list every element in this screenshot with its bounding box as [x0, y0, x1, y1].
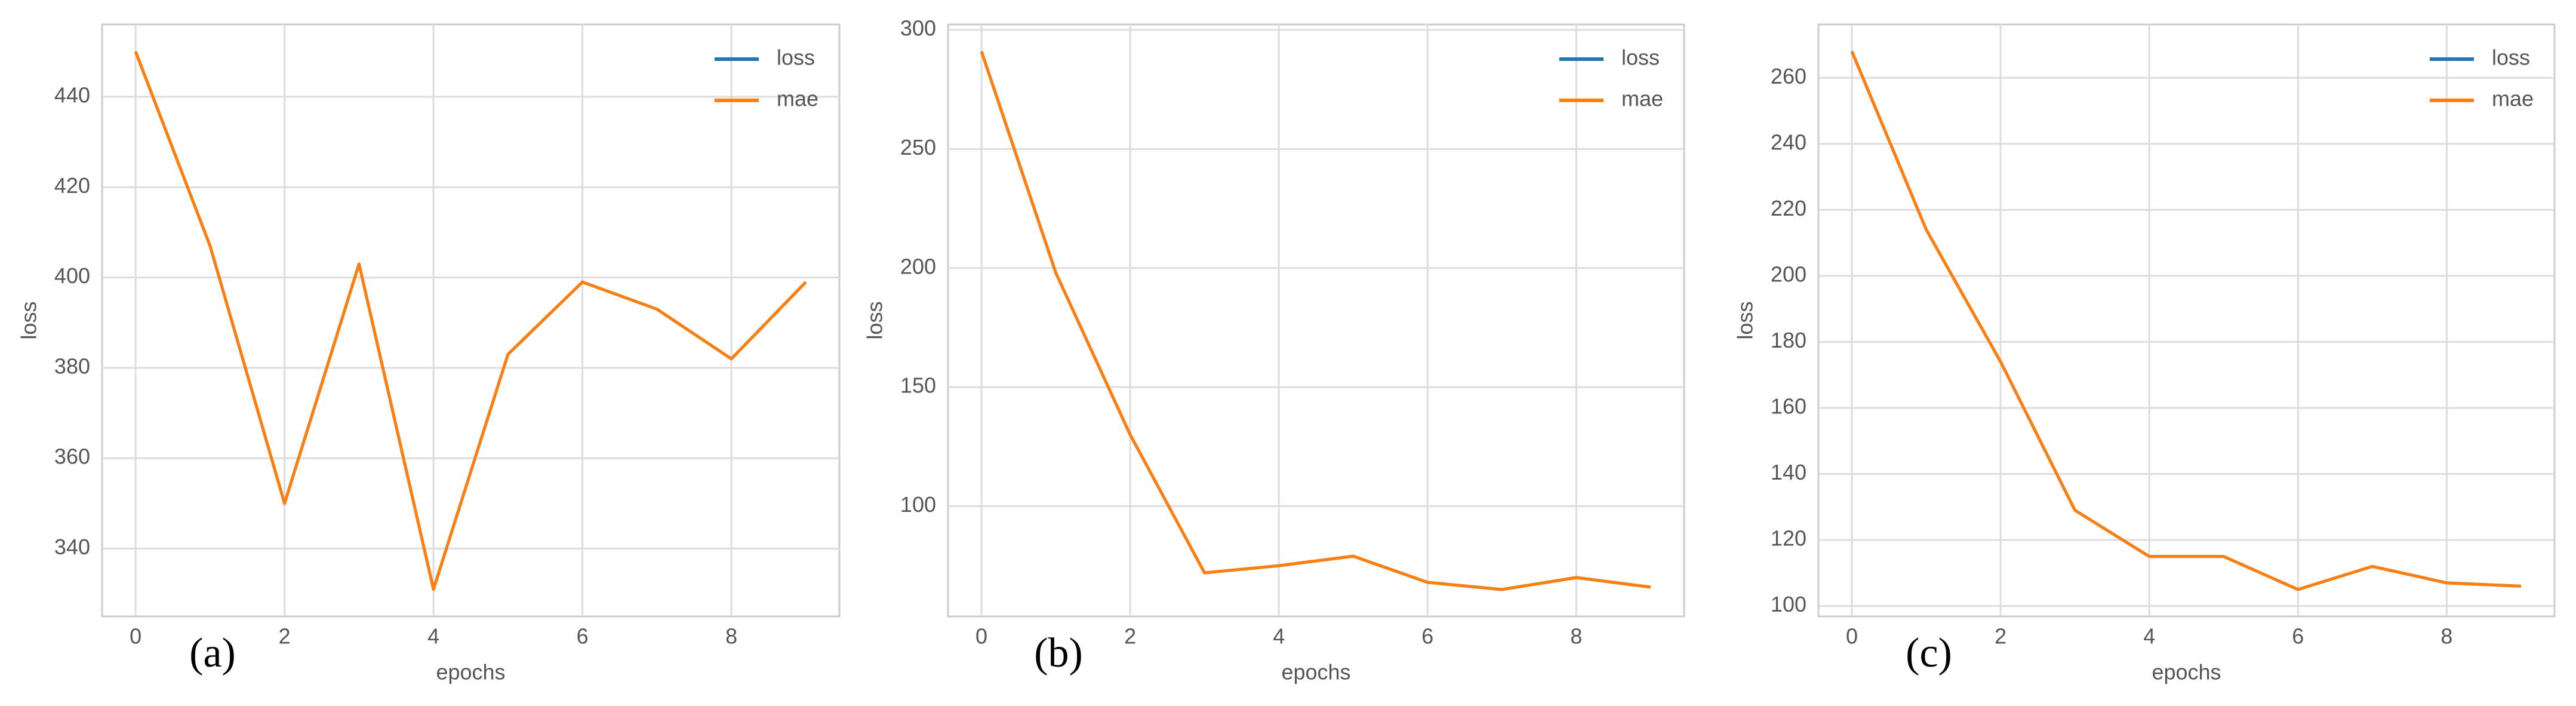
y-tick-label: 140	[1771, 460, 1806, 484]
series-line	[980, 51, 1651, 591]
series-line	[1850, 51, 2522, 591]
legend-label: loss	[2492, 45, 2530, 70]
y-tick-label: 150	[900, 373, 936, 398]
y-tick-label: 440	[54, 83, 90, 108]
y-tick-label: 100	[1771, 592, 1806, 616]
y-tick-label: 400	[54, 263, 90, 288]
y-axis-label: loss	[863, 301, 887, 339]
x-tick-label: 4	[1273, 624, 1285, 649]
panel-label: (b)	[1034, 630, 1083, 676]
panel-label: (a)	[189, 630, 236, 676]
y-tick-label: 100	[900, 492, 936, 517]
x-tick-label: 4	[2143, 624, 2155, 649]
series-line	[134, 51, 807, 591]
y-tick-label: 250	[900, 135, 936, 159]
x-tick-label: 0	[1846, 624, 1858, 649]
x-axis-label: epochs	[2152, 660, 2221, 684]
legend-label: mae	[1621, 87, 1663, 111]
y-tick-label: 180	[1771, 328, 1806, 352]
x-tick-label: 0	[975, 624, 987, 649]
x-tick-label: 8	[2440, 624, 2452, 649]
y-tick-label: 380	[54, 354, 90, 378]
plot-area	[1817, 23, 2556, 618]
y-tick-label: 360	[54, 444, 90, 469]
y-tick-label: 160	[1771, 394, 1806, 418]
y-tick-label: 200	[1771, 262, 1806, 286]
y-tick-label: 340	[54, 535, 90, 559]
y-tick-label: 200	[900, 254, 936, 278]
legend-label: loss	[1621, 45, 1660, 70]
x-tick-label: 6	[2292, 624, 2304, 649]
plot-area	[101, 23, 841, 618]
x-axis-label: epochs	[436, 660, 505, 684]
y-tick-label: 260	[1771, 64, 1806, 88]
y-tick-label: 300	[900, 16, 936, 41]
y-tick-label: 240	[1771, 130, 1806, 154]
y-tick-label: 120	[1771, 526, 1806, 551]
y-axis-label: loss	[1733, 301, 1758, 339]
x-tick-label: 2	[279, 624, 291, 649]
x-axis-label: epochs	[1281, 660, 1350, 684]
x-tick-label: 6	[577, 624, 589, 649]
x-tick-label: 2	[1124, 624, 1136, 649]
y-tick-label: 420	[54, 173, 90, 198]
x-tick-label: 4	[427, 624, 439, 649]
x-tick-label: 8	[1570, 624, 1582, 649]
x-tick-label: 8	[725, 624, 737, 649]
y-tick-label: 220	[1771, 196, 1806, 220]
legend-label: mae	[777, 87, 818, 111]
legend-label: mae	[2492, 87, 2534, 111]
x-tick-label: 2	[1995, 624, 2006, 649]
plot-area	[947, 23, 1685, 618]
x-tick-label: 0	[130, 624, 141, 649]
legend-label: loss	[777, 45, 815, 70]
x-tick-label: 6	[1421, 624, 1433, 649]
panel-label: (c)	[1906, 630, 1952, 676]
y-axis-label: loss	[17, 301, 41, 339]
